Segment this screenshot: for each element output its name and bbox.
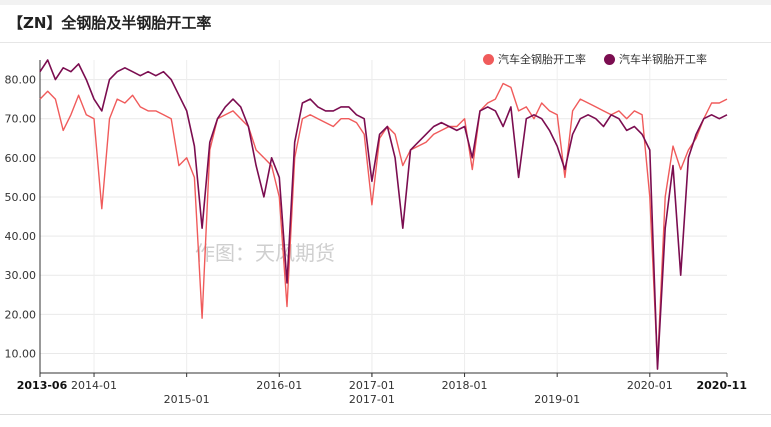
legend-marker-semi-steel <box>604 53 615 65</box>
x-tick-label: 2018-01 <box>442 379 488 392</box>
legend-marker-full-steel <box>483 53 494 65</box>
x-tick-label: 2017-01 <box>349 393 395 406</box>
y-tick-label: 60.00 <box>5 152 37 165</box>
chart-legend: 汽车全钢胎开工率 汽车半钢胎开工率 <box>483 51 707 67</box>
y-tick-label: 40.00 <box>5 230 37 243</box>
top-strip <box>0 0 771 5</box>
legend-item-semi-steel[interactable]: 汽车半钢胎开工率 <box>604 51 707 67</box>
legend-item-full-steel[interactable]: 汽车全钢胎开工率 <box>483 51 586 67</box>
y-tick-label: 50.00 <box>5 191 37 204</box>
series-line-full-steel <box>39 82 728 366</box>
y-tick-label: 20.00 <box>5 308 37 321</box>
x-tick-label: 2019-01 <box>534 393 580 406</box>
series-line-semi-steel <box>39 59 728 370</box>
chart-title: 【ZN】全钢胎及半钢胎开工率 <box>8 14 212 32</box>
title-divider <box>0 42 771 43</box>
legend-label-full-steel: 汽车全钢胎开工率 <box>498 53 586 66</box>
bottom-divider <box>0 414 771 415</box>
watermark-text: 作图：天风期货 <box>195 241 335 265</box>
x-tick-label: 2020-01 <box>627 379 673 392</box>
y-tick-label: 80.00 <box>5 74 37 87</box>
x-tick-label: 2020-11 <box>697 379 748 392</box>
x-tick-label: 2013-06 <box>17 379 68 392</box>
x-tick-label: 2014-01 <box>71 379 117 392</box>
legend-label-semi-steel: 汽车半钢胎开工率 <box>619 53 707 66</box>
x-tick-label: 2017-01 <box>349 379 395 392</box>
y-tick-label: 10.00 <box>5 347 37 360</box>
y-tick-label: 30.00 <box>5 269 37 282</box>
x-tick-label: 2016-01 <box>256 379 302 392</box>
x-tick-label: 2015-01 <box>164 393 210 406</box>
y-tick-label: 70.00 <box>5 113 37 126</box>
